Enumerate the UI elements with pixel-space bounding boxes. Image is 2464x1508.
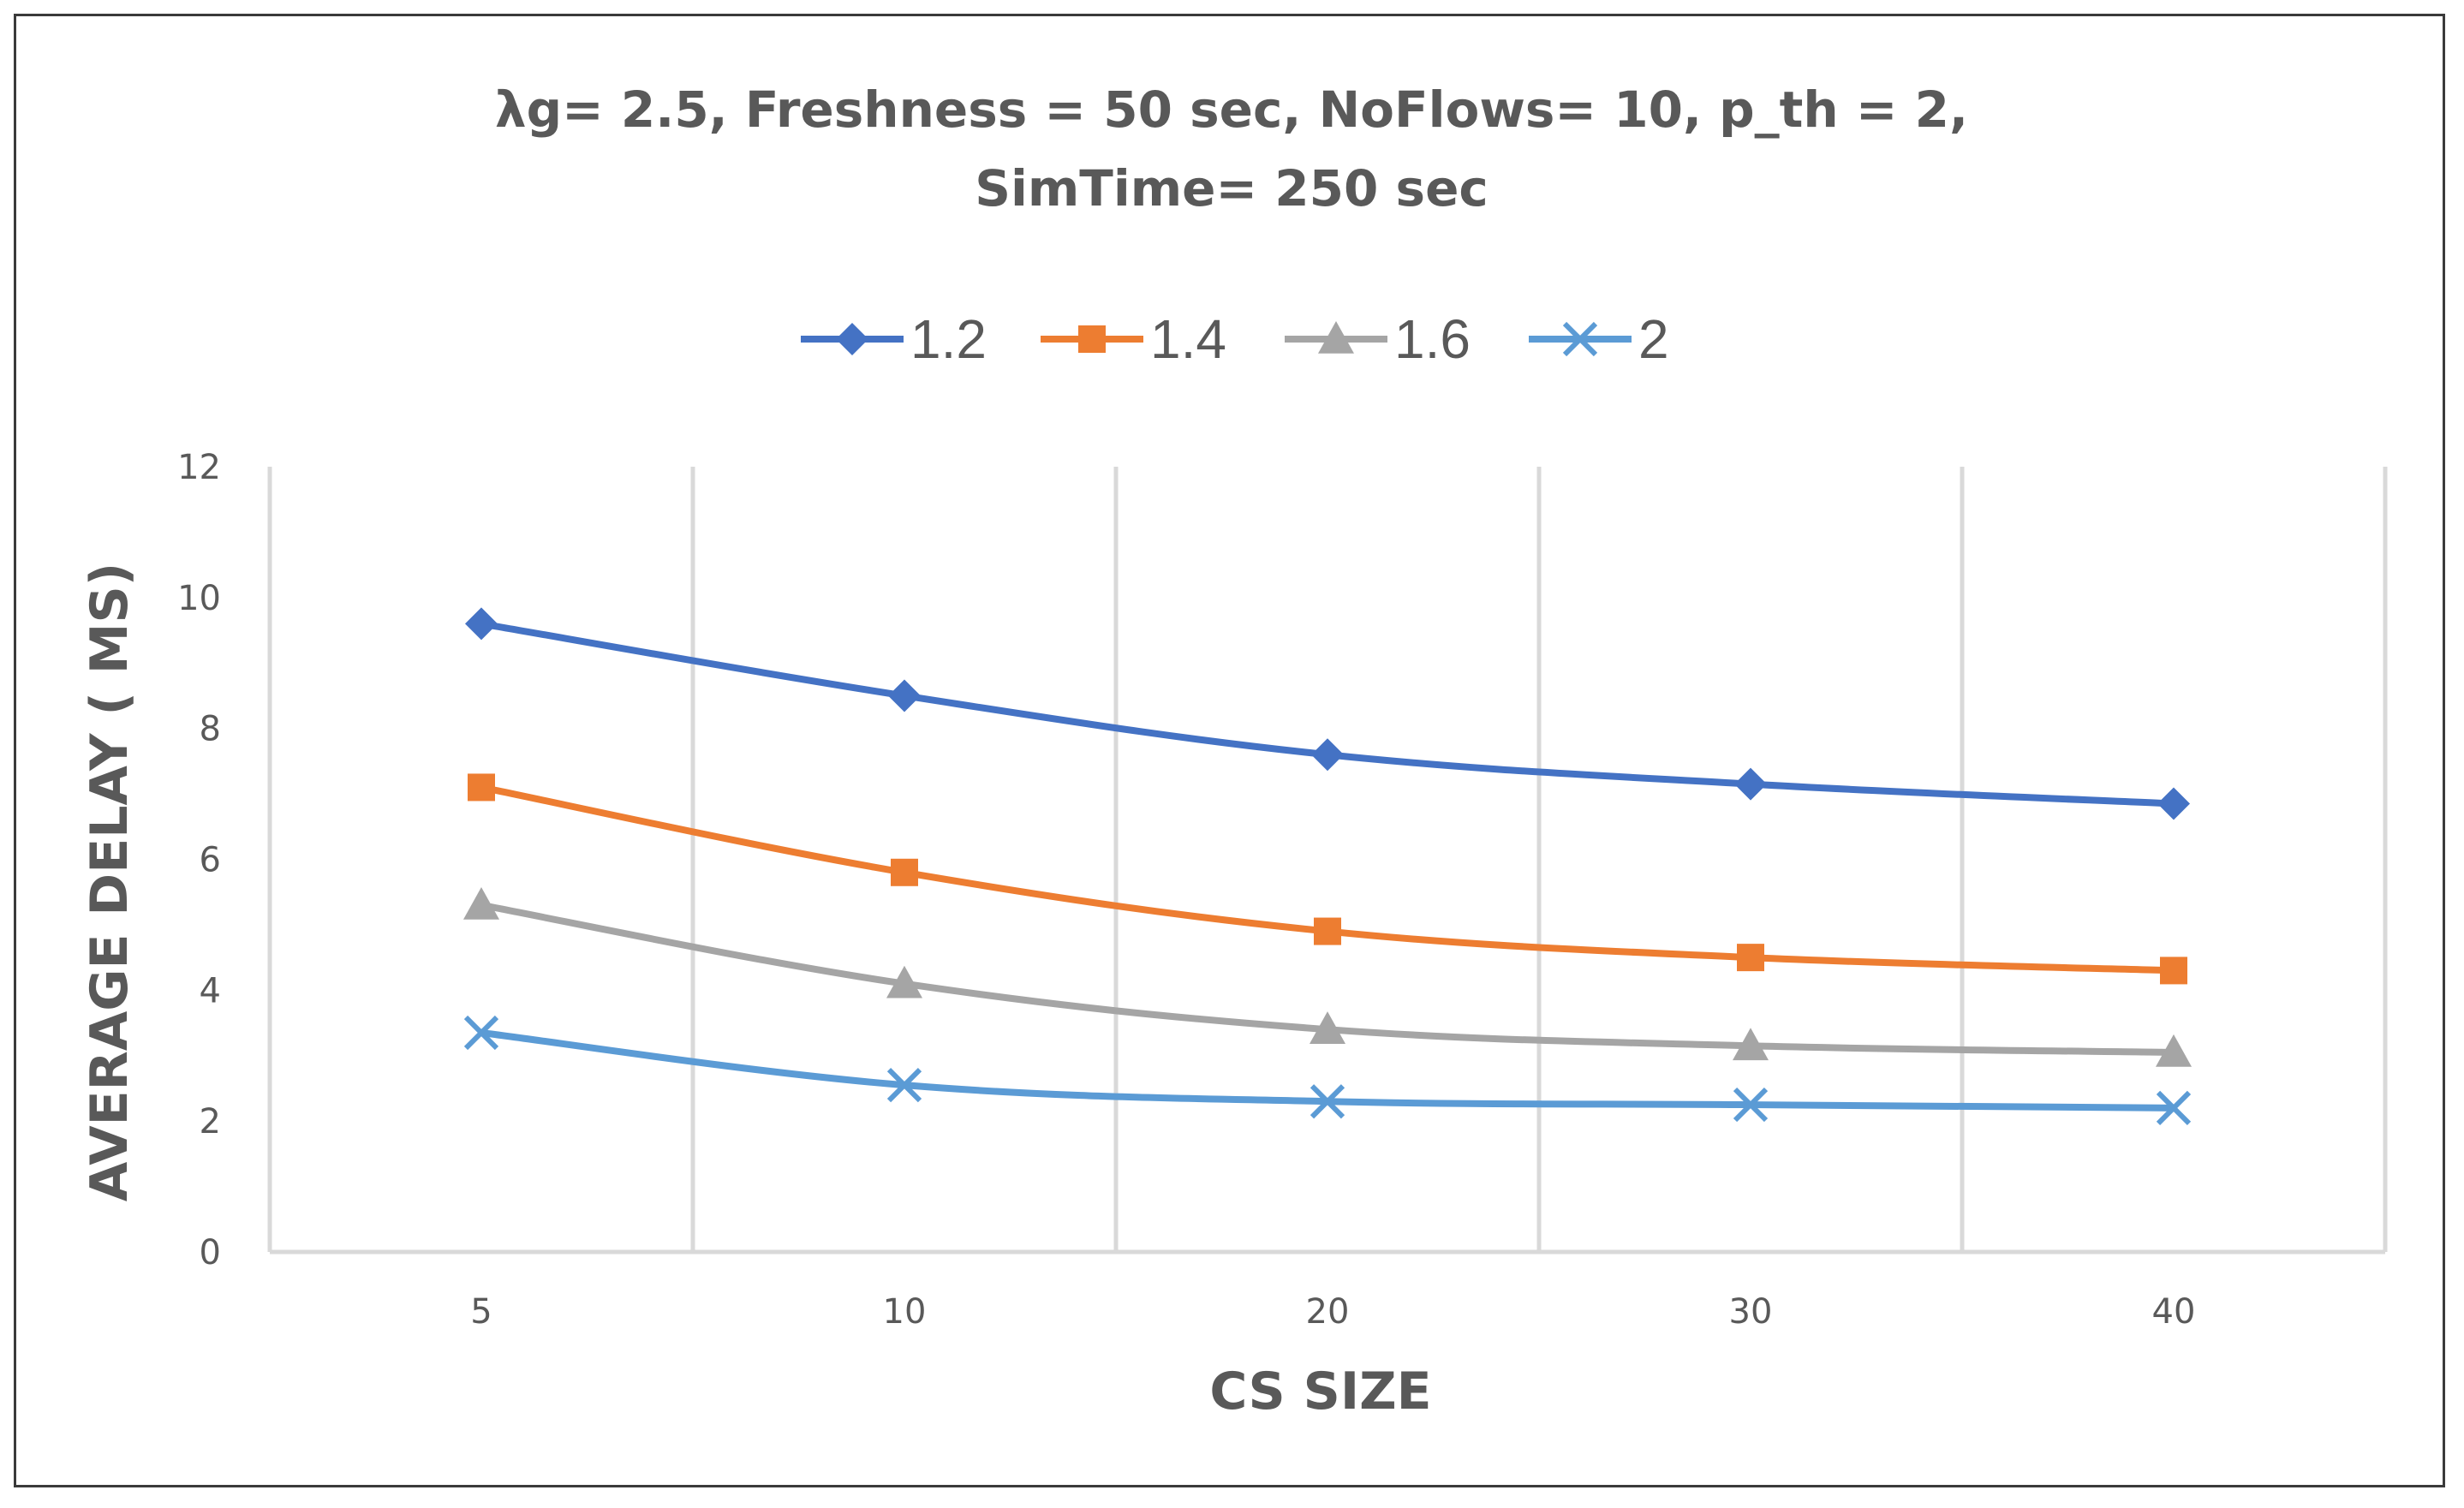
x-tick-label: 20 [1306, 1292, 1350, 1332]
x-tick-label: 10 [883, 1292, 927, 1332]
legend-label: 1.2 [910, 308, 987, 370]
legend-entry: 1.2 [801, 308, 987, 370]
data-point [463, 1015, 499, 1051]
series-1-6 [463, 886, 2192, 1067]
data-point [891, 858, 918, 886]
data-point [1310, 1011, 1345, 1044]
data-point [1314, 917, 1341, 945]
data-point [463, 886, 499, 920]
y-tick-label: 6 [200, 841, 221, 880]
legend-label: 1.6 [1394, 308, 1471, 370]
x-tick-label: 40 [2152, 1292, 2196, 1332]
legend-marker [1078, 325, 1106, 353]
legend-entry: 1.4 [1041, 308, 1226, 370]
data-point [2156, 1034, 2192, 1067]
chart-title-line-2: SimTime= 250 sec [975, 159, 1489, 218]
series-2 [463, 1015, 2192, 1126]
series-line [480, 1029, 2175, 1112]
data-point [1734, 767, 1767, 801]
legend-label: 1.4 [1150, 308, 1226, 370]
data-point [886, 1068, 922, 1103]
data-point [1311, 738, 1344, 772]
data-point [2157, 787, 2190, 820]
series-line [480, 620, 2175, 808]
legend-entry: 1.6 [1285, 308, 1471, 370]
data-point [2160, 957, 2187, 985]
y-tick-label: 4 [200, 971, 221, 1010]
series-1-4 [468, 773, 2187, 985]
data-point [1733, 1087, 1769, 1123]
legend-label: 2 [1638, 308, 1669, 370]
data-point [888, 679, 921, 712]
y-tick-label: 2 [200, 1102, 221, 1141]
data-point [468, 773, 495, 802]
data-point [465, 607, 498, 641]
y-tick-label: 12 [177, 448, 221, 487]
gridlines [267, 467, 2388, 1255]
x-tick-label: 5 [470, 1292, 492, 1332]
x-axis-ticks: 5 10 20 30 40 [470, 1292, 2195, 1332]
data-point [886, 965, 922, 998]
y-tick-label: 8 [200, 710, 221, 749]
data-point [1733, 1028, 1769, 1061]
series-group [463, 607, 2192, 1126]
legend-marker [836, 323, 868, 355]
data-point [1310, 1084, 1345, 1119]
legend-marker [1562, 321, 1598, 357]
legend-entry: 2 [1529, 308, 1669, 370]
data-point [1737, 944, 1764, 972]
legend: 1.2 1.4 1.6 2 [801, 308, 1669, 370]
y-axis-title: AVERAGE DELAY ( MS) [80, 563, 140, 1201]
chart-frame [14, 14, 2445, 1487]
series-1-2 [465, 607, 2190, 820]
chart-title-line-1: λg= 2.5, Freshness = 50 sec, NoFlows= 10… [495, 80, 1968, 139]
legend-marker [1318, 321, 1354, 354]
x-axis-title: CS SIZE [1209, 1362, 1431, 1422]
y-tick-label: 10 [177, 579, 221, 618]
y-axis-ticks: 0 2 4 6 8 10 12 [177, 448, 221, 1273]
x-tick-label: 30 [1729, 1292, 1773, 1332]
data-point [2156, 1090, 2192, 1126]
y-tick-label: 0 [200, 1233, 221, 1273]
